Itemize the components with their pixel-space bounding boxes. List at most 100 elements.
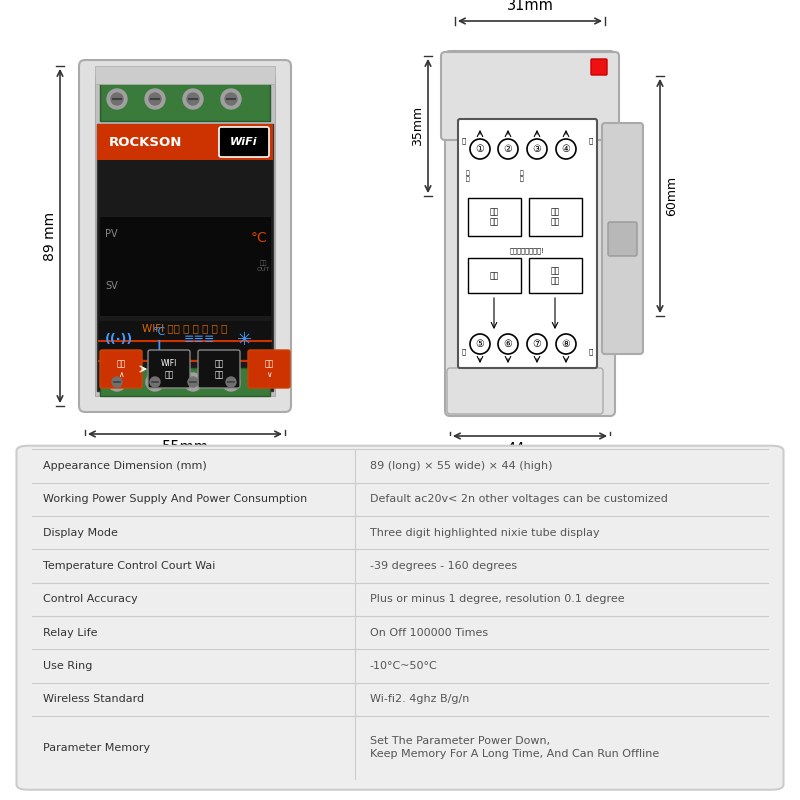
- Text: ④: ④: [562, 144, 570, 154]
- Text: 启动
∧: 启动 ∧: [116, 359, 126, 379]
- Text: WIFI 智能 温 度 控 制 器: WIFI 智能 温 度 控 制 器: [142, 323, 228, 333]
- Text: ((·)): ((·)): [105, 334, 133, 346]
- Bar: [95, 66, 275, 84]
- Circle shape: [112, 377, 122, 387]
- Text: PV: PV: [105, 229, 118, 239]
- FancyBboxPatch shape: [248, 350, 290, 388]
- FancyBboxPatch shape: [445, 51, 615, 416]
- Text: Working Power Supply And Power Consumption: Working Power Supply And Power Consumpti…: [43, 494, 307, 504]
- Text: Wireless Standard: Wireless Standard: [43, 694, 144, 704]
- Circle shape: [149, 93, 161, 105]
- FancyBboxPatch shape: [441, 52, 619, 140]
- Text: 31mm: 31mm: [506, 0, 554, 14]
- Circle shape: [221, 89, 241, 109]
- Text: ℃
┃: ℃ ┃: [153, 327, 166, 353]
- Circle shape: [188, 377, 198, 387]
- Text: 89 (long) × 55 wide) × 44 (high): 89 (long) × 55 wide) × 44 (high): [370, 461, 553, 471]
- Text: Set The Parameter Power Down,
Keep Memory For A Long Time, And Can Run Offline: Set The Parameter Power Down, Keep Memor…: [370, 736, 659, 759]
- Circle shape: [150, 377, 160, 387]
- Circle shape: [187, 93, 199, 105]
- Text: 停止
∨: 停止 ∨: [264, 359, 274, 379]
- Text: Appearance Dimension (mm): Appearance Dimension (mm): [43, 461, 206, 471]
- Text: 89 mm: 89 mm: [43, 211, 57, 261]
- Text: ①: ①: [476, 144, 484, 154]
- Circle shape: [527, 334, 547, 354]
- Bar: [99, 321, 271, 359]
- FancyBboxPatch shape: [447, 368, 603, 414]
- Text: 44mm: 44mm: [506, 442, 554, 458]
- Text: On Off 100000 Times: On Off 100000 Times: [370, 628, 488, 638]
- Circle shape: [498, 139, 518, 159]
- FancyBboxPatch shape: [591, 59, 607, 75]
- Text: ③: ③: [533, 144, 542, 154]
- Text: 工作
电源: 工作 电源: [490, 207, 498, 226]
- FancyBboxPatch shape: [100, 350, 142, 388]
- Text: Temperature Control Court Wai: Temperature Control Court Wai: [43, 561, 215, 571]
- Bar: [99, 216, 271, 316]
- Text: 输出
OUT: 输出 OUT: [256, 260, 270, 272]
- Circle shape: [556, 334, 576, 354]
- Bar: [95, 76, 275, 396]
- Text: Control Accuracy: Control Accuracy: [43, 594, 138, 604]
- Text: 左: 左: [462, 138, 466, 144]
- Text: Parameter Memory: Parameter Memory: [43, 742, 150, 753]
- Text: WIFI
配置: WIFI 配置: [161, 359, 177, 379]
- Bar: [97, 124, 273, 160]
- Bar: [529, 198, 582, 236]
- FancyBboxPatch shape: [17, 446, 783, 790]
- Text: 输出为继电器常开!: 输出为继电器常开!: [510, 248, 544, 254]
- Text: ⑧: ⑧: [562, 339, 570, 349]
- FancyBboxPatch shape: [198, 350, 240, 388]
- Text: WiFi: WiFi: [230, 137, 258, 147]
- Text: 悬空: 悬空: [490, 271, 498, 281]
- Circle shape: [225, 93, 237, 105]
- Text: 左: 左: [462, 349, 466, 355]
- Text: 火
线: 火 线: [466, 170, 470, 182]
- FancyBboxPatch shape: [608, 222, 637, 256]
- Circle shape: [226, 377, 236, 387]
- Circle shape: [111, 93, 123, 105]
- Circle shape: [527, 139, 547, 159]
- Circle shape: [146, 373, 164, 391]
- Circle shape: [556, 139, 576, 159]
- Text: 右: 右: [589, 138, 593, 144]
- FancyBboxPatch shape: [219, 127, 269, 157]
- FancyBboxPatch shape: [602, 123, 643, 354]
- Bar: [468, 198, 521, 236]
- Circle shape: [107, 89, 127, 109]
- Circle shape: [222, 373, 240, 391]
- Bar: [100, 81, 270, 121]
- Text: ≡≡≡: ≡≡≡: [183, 334, 214, 346]
- Text: ✳: ✳: [238, 331, 253, 349]
- Text: °C: °C: [250, 231, 267, 245]
- Circle shape: [145, 89, 165, 109]
- Text: Display Mode: Display Mode: [43, 527, 118, 538]
- Text: ROCKSON: ROCKSON: [109, 135, 182, 149]
- Bar: [529, 258, 582, 293]
- Circle shape: [183, 89, 203, 109]
- Circle shape: [108, 373, 126, 391]
- FancyBboxPatch shape: [458, 119, 597, 368]
- Text: Three digit highlighted nixie tube display: Three digit highlighted nixie tube displ…: [370, 527, 599, 538]
- Text: ⑤: ⑤: [476, 339, 484, 349]
- Text: ⑥: ⑥: [504, 339, 512, 349]
- Text: 35mm: 35mm: [411, 106, 425, 146]
- Text: SV: SV: [105, 281, 118, 291]
- Text: Wi-fi2. 4ghz B/g/n: Wi-fi2. 4ghz B/g/n: [370, 694, 470, 704]
- Text: Default ac20v< 2n other voltages can be customized: Default ac20v< 2n other voltages can be …: [370, 494, 668, 504]
- Circle shape: [470, 139, 490, 159]
- Text: Relay Life: Relay Life: [43, 628, 98, 638]
- Bar: [468, 258, 521, 293]
- Text: Use Ring: Use Ring: [43, 661, 92, 671]
- Text: 手动
开关: 手动 开关: [214, 359, 224, 379]
- Circle shape: [470, 334, 490, 354]
- Text: 55mm: 55mm: [162, 441, 209, 455]
- Circle shape: [184, 373, 202, 391]
- FancyBboxPatch shape: [79, 60, 291, 412]
- Text: 零
线: 零 线: [520, 170, 524, 182]
- Bar: [100, 368, 270, 396]
- Text: ⑦: ⑦: [533, 339, 542, 349]
- FancyBboxPatch shape: [148, 350, 190, 388]
- Text: 温度
探头: 温度 探头: [550, 266, 560, 286]
- Circle shape: [498, 334, 518, 354]
